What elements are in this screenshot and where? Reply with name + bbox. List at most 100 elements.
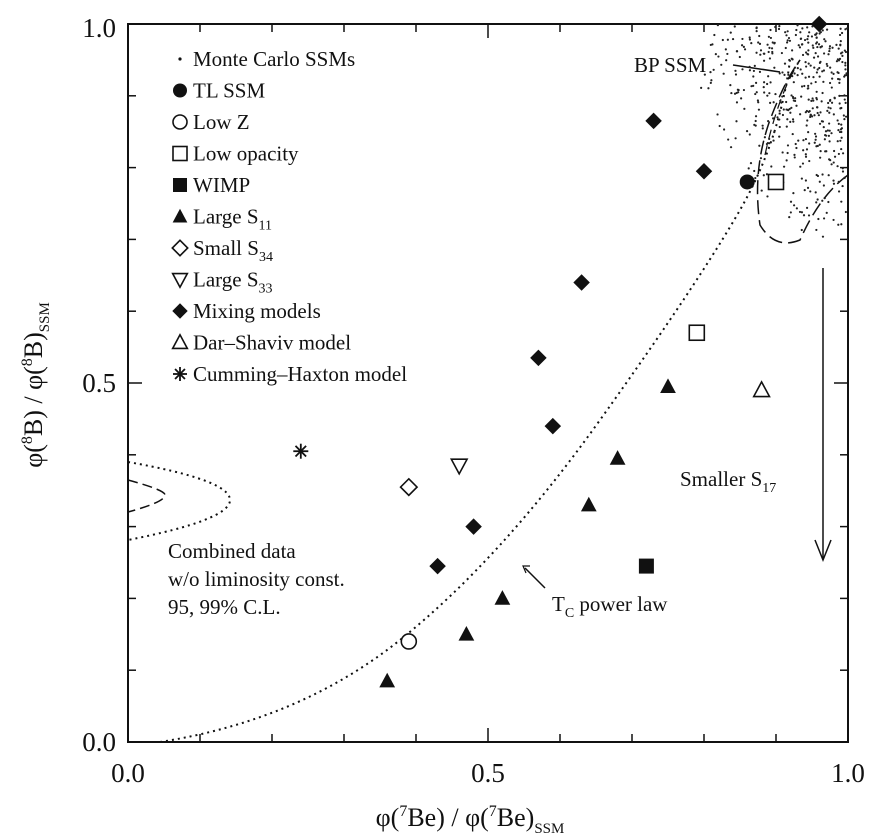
asterisk-stroke: [174, 368, 186, 380]
monte-carlo-dot: [782, 108, 785, 111]
data-point: [660, 378, 676, 393]
monte-carlo-dot: [754, 92, 757, 96]
legend-label-text: WIMP: [193, 173, 250, 197]
monte-carlo-dot: [828, 49, 831, 53]
monte-carlo-dot: [729, 31, 732, 34]
monte-carlo-dot: [837, 223, 840, 226]
monte-carlo-dot: [758, 42, 762, 45]
tc-power-law-arrowhead: [522, 565, 530, 574]
monte-carlo-dot: [761, 124, 764, 127]
monte-carlo-dot: [735, 50, 738, 53]
x-tick-label: 0.5: [471, 758, 505, 788]
monte-carlo-dot: [731, 37, 735, 41]
bp-ssm-label: BP SSM: [634, 53, 707, 77]
monte-carlo-dot: [843, 49, 846, 52]
monte-carlo-dot: [778, 135, 781, 138]
monte-carlo-dot: [830, 86, 833, 89]
monte-carlo-dot: [773, 66, 776, 69]
monte-carlo-dot: [738, 55, 741, 59]
monte-carlo-dot: [822, 52, 826, 55]
legend-label: Mixing models: [193, 299, 321, 323]
monte-carlo-dot: [815, 90, 818, 93]
monte-carlo-dot: [837, 180, 840, 183]
monte-carlo-dot: [822, 217, 826, 220]
monte-carlo-dot: [807, 49, 810, 52]
monte-carlo-dot: [763, 136, 766, 139]
monte-carlo-dot: [773, 131, 776, 134]
monte-carlo-dot: [832, 218, 835, 222]
monte-carlo-dot: [791, 49, 794, 52]
monte-carlo-dot: [784, 31, 787, 34]
legend-marker: [172, 114, 188, 130]
monte-carlo-dot: [797, 44, 800, 47]
monte-carlo-dot: [789, 200, 793, 203]
monte-carlo-dot: [733, 92, 737, 95]
data-point: [458, 626, 475, 641]
monte-carlo-dot: [806, 186, 810, 189]
x-axis-label: φ(7Be) / φ(7Be)SSM: [376, 803, 565, 837]
monte-carlo-dot: [814, 135, 818, 138]
monte-carlo-dot: [799, 68, 802, 71]
monte-carlo-dot: [814, 132, 817, 135]
monte-carlo-dot: [711, 43, 714, 46]
monte-carlo-dot: [796, 67, 799, 70]
monte-carlo-dot: [809, 114, 812, 117]
legend-label-text: Large S: [193, 268, 259, 292]
monte-carlo-dot: [840, 147, 843, 151]
monte-carlo-dot: [821, 70, 824, 73]
monte-carlo-dot: [766, 94, 769, 97]
monte-carlo-dot: [766, 195, 769, 198]
monte-carlo-dot: [747, 167, 750, 170]
monte-carlo-dot: [828, 140, 831, 143]
monte-carlo-dot: [841, 167, 844, 170]
legend-label-text: Cumming–Haxton model: [193, 362, 407, 386]
monte-carlo-dot: [813, 141, 816, 144]
monte-carlo-dot: [821, 29, 824, 32]
monte-carlo-dot: [768, 137, 771, 141]
monte-carlo-dot: [824, 40, 827, 43]
data-point: [580, 496, 597, 512]
monte-carlo-dot: [805, 109, 809, 113]
monte-carlo-dot: [767, 35, 770, 38]
combined-data-note: Combined data w/o liminosity const. 95, …: [168, 539, 345, 619]
monte-carlo-dot: [822, 80, 825, 83]
monte-carlo-dot: [785, 41, 789, 44]
monte-carlo-dot: [793, 66, 797, 69]
monte-carlo-dot: [843, 118, 846, 121]
monte-carlo-dot: [709, 71, 712, 74]
monte-carlo-dot: [817, 217, 820, 221]
monte-carlo-dot: [759, 157, 763, 160]
monte-carlo-dot: [815, 145, 818, 148]
monte-carlo-dot: [825, 150, 828, 153]
monte-carlo-dot: [844, 101, 847, 104]
legend-marker: [172, 208, 188, 223]
y-tick-label: 1.0: [82, 13, 116, 43]
x-tick-label: 1.0: [831, 758, 865, 788]
monte-carlo-dot: [810, 82, 813, 85]
monte-carlo-dot: [794, 142, 797, 146]
monte-carlo-dot: [837, 122, 840, 125]
monte-carlo-dot: [837, 129, 840, 132]
monte-carlo-dot: [827, 101, 830, 105]
monte-carlo-dot: [835, 60, 839, 63]
monte-carlo-dot: [829, 159, 832, 162]
monte-carlo-dot: [809, 115, 812, 119]
monte-carlo-dot: [786, 39, 789, 42]
monte-carlo-dot: [795, 146, 798, 150]
monte-carlo-dot: [810, 35, 814, 38]
legend-label-text: TL SSM: [193, 79, 265, 103]
legend-label: Large S11: [193, 205, 272, 234]
monte-carlo-dot: [797, 139, 800, 142]
monte-carlo-dot: [814, 138, 817, 141]
combined-data-contour-99: [127, 461, 232, 541]
monte-carlo-dot: [829, 107, 832, 110]
monte-carlo-dot: [787, 73, 790, 76]
monte-carlo-dot: [781, 151, 784, 154]
monte-carlo-dot: [836, 119, 839, 122]
monte-carlo-dot: [814, 191, 817, 194]
monte-carlo-dot: [774, 25, 777, 29]
monte-carlo-dot: [748, 38, 751, 41]
monte-carlo-dot: [759, 49, 763, 52]
monte-carlo-dot: [807, 62, 810, 65]
legend-label: Monte Carlo SSMs: [193, 47, 355, 71]
